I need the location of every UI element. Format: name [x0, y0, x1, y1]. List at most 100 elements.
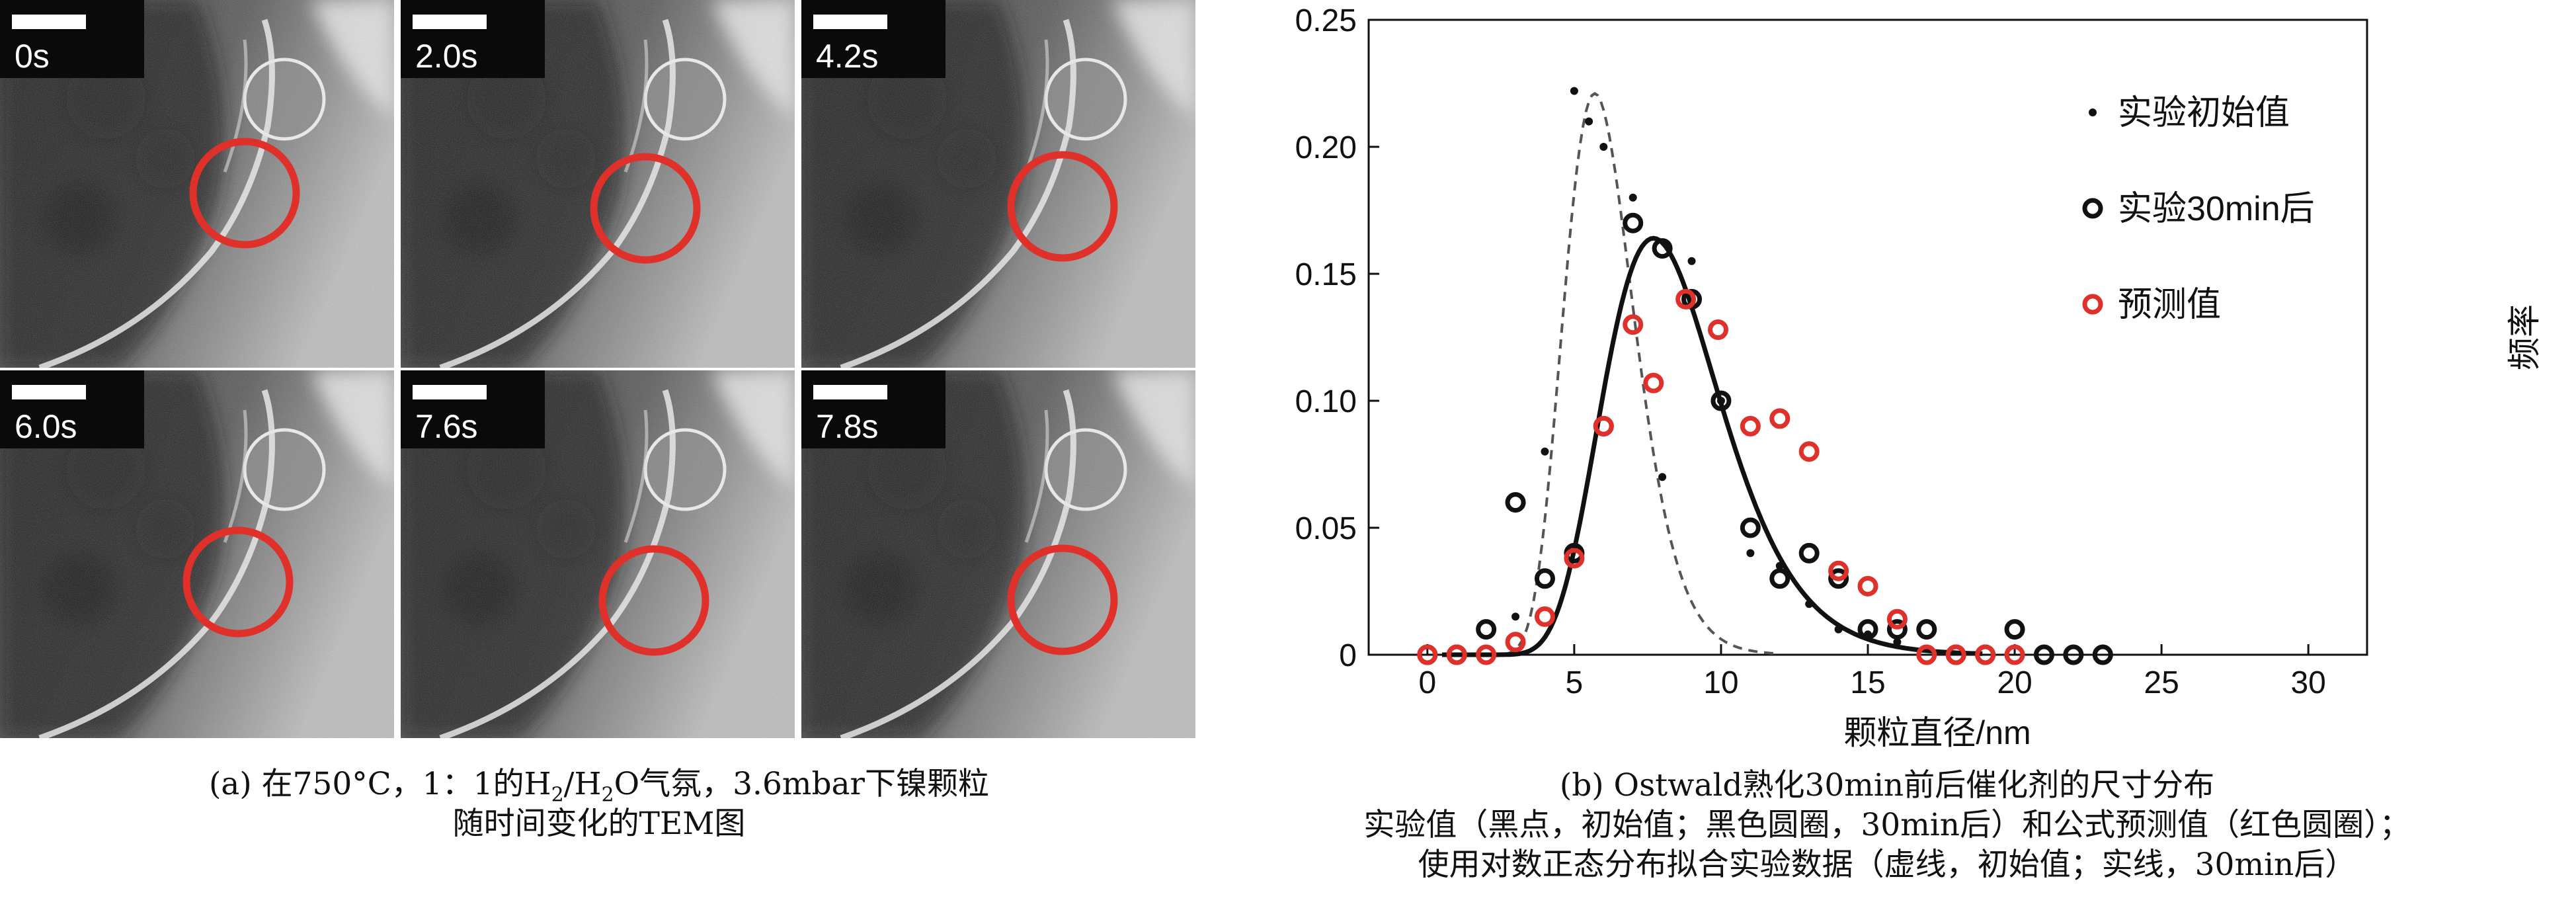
data-point-predicted	[1828, 560, 1849, 581]
data-point-initial	[1570, 87, 1578, 95]
data-point-30min	[1505, 492, 1526, 513]
legend-marker	[2082, 294, 2103, 315]
x-tick-label: 10	[1703, 665, 1738, 700]
data-point-predicted	[1593, 415, 1614, 436]
timestamp-box: 4.2s	[801, 0, 946, 78]
data-point-initial	[1805, 600, 1814, 608]
data-point-initial	[1541, 447, 1549, 456]
highlight-circle	[182, 526, 294, 638]
fit-curve-30min	[1442, 235, 1983, 657]
data-point-predicted	[1857, 575, 1878, 597]
legend-label: 预测值	[2118, 286, 2221, 324]
data-point-predicted	[1916, 644, 1937, 665]
data-point-initial	[1746, 549, 1755, 558]
data-point-predicted	[1798, 441, 1820, 462]
y-tick-label: 0.05	[1295, 511, 1357, 546]
timestamp-label: 6.0s	[15, 408, 77, 445]
scale-bar	[813, 385, 887, 399]
data-point-initial	[1629, 193, 1637, 202]
data-point-30min	[1828, 568, 1849, 589]
tem-panel: 7.8s	[801, 370, 1195, 738]
x-tick-label: 0	[1418, 665, 1436, 700]
data-point-predicted	[1675, 288, 1697, 310]
scale-bar	[413, 385, 487, 399]
highlight-circle	[598, 545, 709, 656]
caption-b-line1: (b) Ostwald熟化30min前后催化剂的尺寸分布	[1559, 767, 2215, 804]
data-point-initial	[1893, 638, 1902, 646]
tem-panel: 0s	[0, 0, 394, 368]
data-point-predicted	[1564, 548, 1585, 569]
data-point-initial	[1658, 473, 1667, 481]
highlight-circle	[189, 138, 300, 249]
tem-panel: 7.6s	[401, 370, 795, 738]
data-point-predicted	[1505, 632, 1526, 653]
data-points	[1417, 87, 2113, 665]
data-point-predicted	[1740, 415, 1761, 436]
timestamp-box: 0s	[0, 0, 144, 78]
caption-a-line1: (a) 在750°C，1：1的H2/H2O气氛，3.6mbar下镍颗粒	[208, 766, 990, 807]
x-axis-label: 颗粒直径/nm	[1843, 714, 2031, 751]
data-point-30min	[2092, 644, 2113, 665]
scale-bar	[12, 15, 86, 29]
data-point-initial	[1511, 612, 1520, 621]
data-point-predicted	[2004, 644, 2025, 665]
timestamp-box: 7.6s	[401, 370, 545, 448]
scale-bar	[813, 15, 887, 29]
timestamp-label: 7.6s	[415, 408, 478, 445]
data-point-predicted	[1446, 644, 1467, 665]
data-point-30min	[1886, 619, 1908, 640]
data-point-30min	[1711, 390, 1732, 411]
data-point-predicted	[1534, 606, 1555, 627]
data-point-initial	[1599, 143, 1608, 151]
data-point-initial	[1716, 397, 1725, 405]
data-point-30min	[1652, 238, 1673, 259]
tem-image	[801, 370, 1195, 738]
fit-curves	[1442, 92, 1983, 657]
data-point-30min	[1769, 568, 1791, 589]
caption-a-line2: 随时间变化的TEM图	[452, 806, 746, 842]
data-point-predicted	[1476, 644, 1497, 665]
caption-a: (a) 在750°C，1：1的H2/H2O气氛，3.6mbar下镍颗粒 随时间变…	[0, 765, 1198, 844]
x-tick-label: 5	[1566, 665, 1584, 700]
x-tick-label: 20	[1997, 665, 2032, 700]
timestamp-box: 2.0s	[401, 0, 545, 78]
data-point-predicted	[1945, 644, 1966, 665]
tem-image	[0, 0, 394, 368]
data-point-initial	[1585, 117, 1593, 126]
timestamp-label: 7.8s	[816, 408, 879, 445]
data-point-30min	[1623, 212, 1644, 233]
highlight-circle	[590, 153, 701, 264]
timestamp-label: 4.2s	[816, 38, 879, 75]
caption-b-line3: 使用对数正态分布拟合实验数据（虚线，初始值；实线，30min后）	[1418, 847, 2356, 883]
y-axis-label: 频率	[2506, 304, 2543, 370]
size-distribution-chart: 0 5 10 15 20 25 30 0 0.05 0.10 0.15 0.20 0.25 实验初始值实…	[1295, 3, 2543, 751]
highlight-circle	[1007, 151, 1118, 262]
data-point-predicted	[1623, 314, 1644, 335]
legend-marker	[2089, 108, 2097, 116]
legend-marker	[2082, 198, 2103, 219]
y-tick-label: 0.25	[1295, 3, 1357, 38]
data-point-predicted	[1886, 608, 1908, 630]
data-point-predicted	[1417, 644, 1438, 665]
data-point-30min	[2063, 644, 2084, 665]
tem-panel: 2.0s	[401, 0, 795, 368]
highlight-circle	[1007, 544, 1118, 655]
data-point-30min	[2004, 619, 2025, 640]
scale-bar	[12, 385, 86, 399]
fit-curve-initial	[1442, 92, 1780, 656]
timestamp-box: 6.0s	[0, 370, 144, 448]
y-tick-label: 0.15	[1295, 257, 1357, 292]
tem-panel: 4.2s	[801, 0, 1195, 368]
scale-bar	[413, 15, 487, 29]
chart-axes: 0 5 10 15 20 25 30 0 0.05 0.10 0.15 0.20 0.25	[1295, 3, 2368, 700]
data-point-30min	[1476, 619, 1497, 640]
data-point-predicted	[1708, 319, 1728, 340]
data-point-predicted	[1975, 644, 1996, 665]
timestamp-label: 2.0s	[415, 38, 478, 75]
data-point-30min	[1916, 619, 1937, 640]
y-tick-label: 0	[1339, 638, 1357, 673]
x-tick-label: 15	[1850, 665, 1885, 700]
caption-b: (b) Ostwald熟化30min前后催化剂的尺寸分布 实验值（黑点，初始值；…	[1198, 766, 2576, 885]
legend-label: 实验30min后	[2118, 190, 2315, 228]
